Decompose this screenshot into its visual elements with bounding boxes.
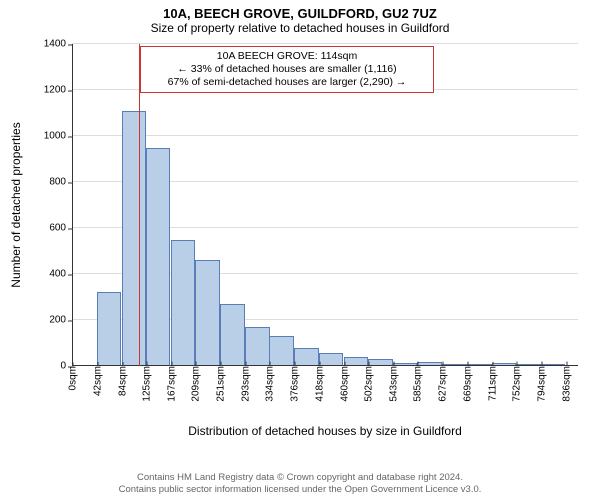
footer-line-2: Contains public sector information licen… (0, 484, 600, 496)
histogram-bar (146, 148, 171, 367)
histogram-bar (97, 292, 122, 366)
x-tick-label: 711sqm (485, 366, 498, 401)
y-tick-label: 800 (49, 177, 72, 188)
x-tick-label: 627sqm (436, 366, 449, 402)
x-tick-label: 334sqm (263, 366, 276, 402)
x-tick-label: 0sqm (66, 366, 79, 390)
y-axis-line (72, 44, 73, 366)
y-tick-label: 600 (49, 223, 72, 234)
x-tick-label: 418sqm (312, 366, 325, 402)
chart-title: 10A, BEECH GROVE, GUILDFORD, GU2 7UZ (0, 0, 600, 21)
histogram-bar (122, 111, 147, 366)
histogram-bar (220, 304, 245, 366)
y-tick-label: 1400 (44, 39, 72, 50)
x-tick-label: 460sqm (337, 366, 350, 402)
histogram-bar (195, 260, 220, 366)
chart-container: 10A, BEECH GROVE, GUILDFORD, GU2 7UZ Siz… (0, 0, 600, 500)
gridline (72, 43, 578, 44)
x-tick-label: 125sqm (139, 366, 152, 402)
info-line-1: 10A BEECH GROVE: 114sqm (147, 50, 427, 63)
x-tick-label: 794sqm (534, 366, 547, 402)
x-tick-label: 376sqm (288, 366, 301, 402)
x-tick-label: 585sqm (411, 366, 424, 402)
info-line-2: ← 33% of detached houses are smaller (1,… (147, 63, 427, 76)
x-tick-label: 167sqm (164, 366, 177, 402)
x-tick-label: 84sqm (115, 366, 128, 396)
x-axis-caption: Distribution of detached houses by size … (72, 424, 578, 438)
footer-attribution: Contains HM Land Registry data © Crown c… (0, 472, 600, 496)
x-tick-label: 543sqm (386, 366, 399, 402)
x-tick-label: 209sqm (189, 366, 202, 402)
x-tick-label: 293sqm (238, 366, 251, 402)
info-box: 10A BEECH GROVE: 114sqm ← 33% of detache… (140, 46, 434, 93)
y-tick-label: 1200 (44, 85, 72, 96)
x-tick-label: 836sqm (559, 366, 572, 402)
histogram-bar (245, 327, 270, 366)
x-tick-label: 251sqm (214, 366, 227, 402)
y-tick-label: 200 (49, 315, 72, 326)
histogram-bar (269, 336, 294, 366)
y-tick-label: 400 (49, 269, 72, 280)
info-line-3: 67% of semi-detached houses are larger (… (147, 76, 427, 89)
gridline (72, 135, 578, 136)
chart-subtitle: Size of property relative to detached ho… (0, 21, 600, 35)
x-tick-label: 502sqm (362, 366, 375, 402)
y-axis-label: Number of detached properties (9, 44, 23, 366)
footer-line-1: Contains HM Land Registry data © Crown c… (0, 472, 600, 484)
histogram-bar (294, 348, 319, 366)
histogram-bar (171, 240, 196, 367)
x-tick-label: 42sqm (90, 366, 103, 396)
y-tick-label: 1000 (44, 131, 72, 142)
x-tick-label: 752sqm (510, 366, 523, 402)
x-tick-label: 669sqm (460, 366, 473, 402)
